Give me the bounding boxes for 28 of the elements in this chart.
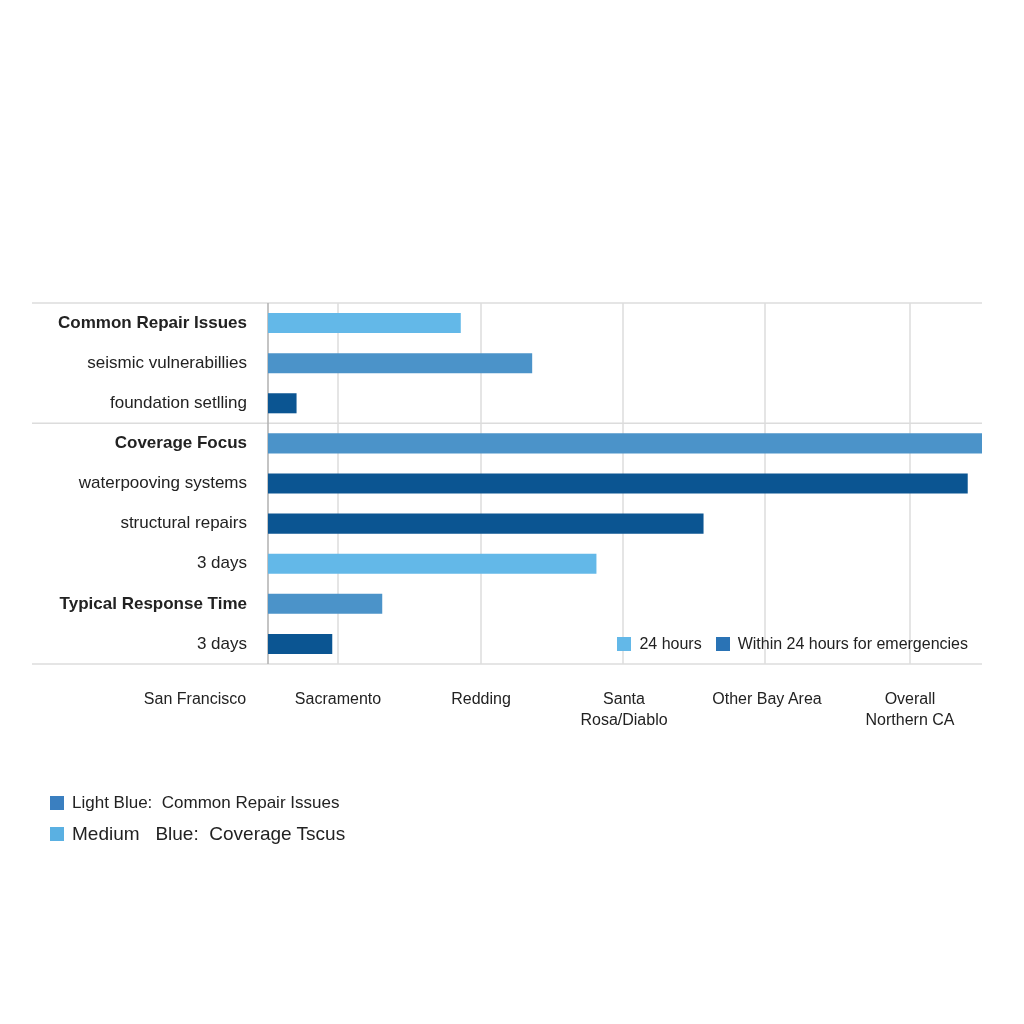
text: Santa Rosa/Diablo (579, 689, 669, 730)
annotation: Within 24 hours for emergencies (737, 635, 968, 652)
bar (268, 433, 982, 454)
y-tick-label: Typical Response Time (59, 593, 247, 613)
y-tick-label: Coverage Focus (114, 433, 247, 453)
bar (268, 473, 968, 494)
text: Light Blue: Common Repair Issues (71, 793, 340, 813)
bar (268, 553, 597, 574)
y-tick-label: waterpooving systems (77, 473, 247, 493)
y-tick-label: Common Repair Issues (58, 312, 247, 332)
annotation: 24 hours (639, 635, 702, 652)
bar (268, 313, 461, 334)
bar (268, 513, 704, 534)
bar (268, 593, 383, 614)
text: Sacramento (293, 689, 383, 709)
bar (268, 633, 333, 654)
y-tick-label: 3 days (196, 633, 247, 653)
bar (268, 353, 533, 374)
text: Medium Blue: Coverage Tscus (71, 823, 346, 845)
text: Overall Northern CA (864, 689, 956, 730)
y-tick-label: 3 days (196, 553, 247, 573)
y-tick-label: seismic vulnerabillies (87, 352, 247, 372)
text: San Francisco (142, 689, 248, 709)
text: Redding (450, 689, 512, 709)
y-tick-label: foundation setlling (109, 392, 247, 412)
bar (268, 393, 297, 414)
y-tick-label: structural repairs (120, 513, 247, 533)
text: Other Bay Area (712, 689, 822, 709)
